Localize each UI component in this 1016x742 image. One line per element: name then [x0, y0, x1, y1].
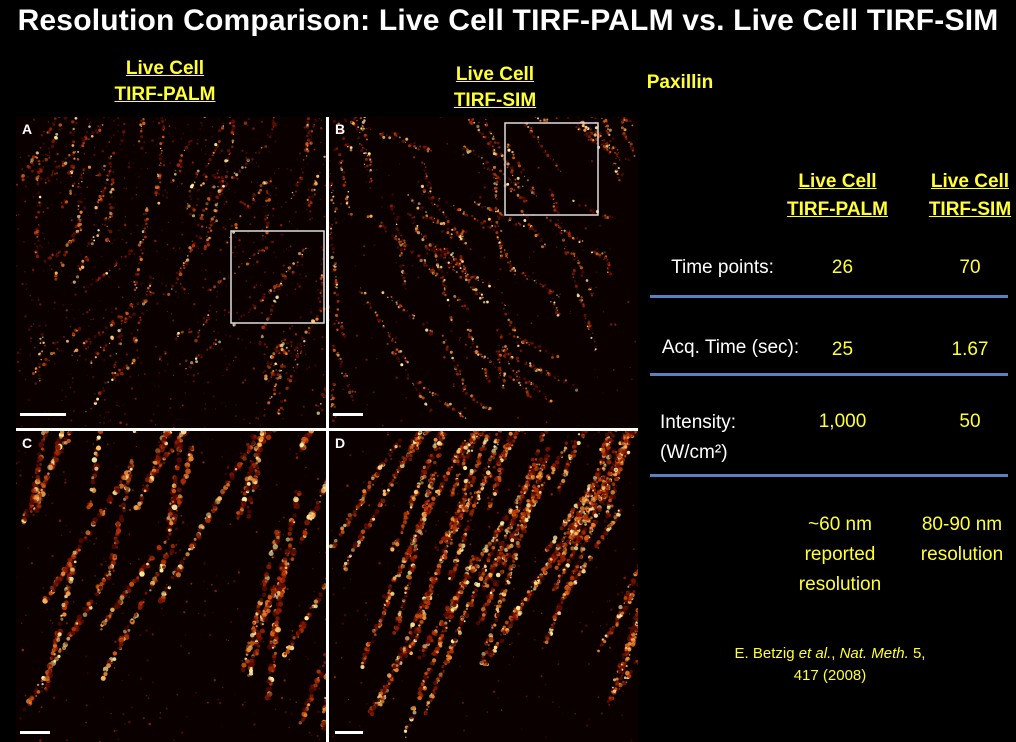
citation-separator: , [831, 645, 839, 662]
row-label-time-points: Time points: [650, 254, 795, 282]
panel-c-palm-zoom: C [16, 431, 326, 742]
palm-acq-time-value: 25 [810, 336, 875, 364]
sim-resolution-line2: resolution [908, 540, 1016, 570]
panel-b-label: B [335, 121, 345, 137]
panel-a-palm-image: A [16, 117, 326, 428]
table-header-palm: Live Cell TIRF-PALM [780, 168, 895, 224]
intensity-label-line2: (W/cm²) [660, 438, 770, 468]
palm-header-line1: Live Cell [110, 56, 220, 82]
palm-resolution-line1: ~60 nm [780, 510, 900, 540]
palm-column-header: Live Cell TIRF-PALM [110, 56, 220, 108]
table-header-sim-line2: TIRF-SIM [915, 196, 1016, 224]
citation-etal: et al. [799, 645, 832, 662]
palm-time-points-value: 26 [810, 254, 875, 282]
palm-intensity-value: 1,000 [805, 408, 880, 436]
sim-resolution-line1: 80-90 nm [908, 510, 1016, 540]
palm-resolution-line3: resolution [780, 570, 900, 600]
table-divider-1 [650, 295, 1008, 298]
citation-line1: E. Betzig et al., Nat. Meth. 5, [700, 643, 960, 665]
citation-authors: E. Betzig [735, 645, 799, 662]
sim-zoom-image [329, 431, 638, 742]
citation: E. Betzig et al., Nat. Meth. 5, 417 (200… [700, 643, 960, 687]
citation-journal: Nat. Meth. [840, 645, 909, 662]
sim-intensity-value: 50 [935, 408, 1005, 436]
panel-c-label: C [22, 435, 32, 451]
table-header-sim: Live Cell TIRF-SIM [915, 168, 1016, 224]
table-divider-2 [650, 373, 1008, 376]
palm-zoom-image [16, 431, 326, 742]
table-header-palm-line2: TIRF-PALM [780, 196, 895, 224]
palm-resolution-line2: reported [780, 540, 900, 570]
sim-resolution-note: 80-90 nm resolution [908, 510, 1016, 570]
panel-a-label: A [22, 121, 32, 137]
sim-time-points-value: 70 [935, 254, 1005, 282]
sim-column-header: Live Cell TIRF-SIM [440, 62, 550, 114]
row-label-intensity: Intensity: (W/cm²) [660, 408, 770, 468]
palm-header-line2: TIRF-PALM [110, 82, 220, 108]
palm-resolution-note: ~60 nm reported resolution [780, 510, 900, 600]
panel-d-label: D [335, 435, 345, 451]
slide-title: Resolution Comparison: Live Cell TIRF-PA… [0, 4, 1016, 38]
sim-header-line2: TIRF-SIM [440, 88, 550, 114]
citation-volume: 5, [909, 645, 926, 662]
sim-cell-image [329, 117, 638, 428]
panel-b-sim-image: B [329, 117, 638, 428]
table-header-sim-line1: Live Cell [915, 168, 1016, 196]
table-header-palm-line1: Live Cell [780, 168, 895, 196]
citation-line2: 417 (2008) [700, 665, 960, 687]
row-label-acq-time: Acq. Time (sec): [648, 334, 813, 362]
panel-d-sim-zoom: D [329, 431, 638, 742]
intensity-label-line1: Intensity: [660, 408, 770, 438]
sim-header-line1: Live Cell [440, 62, 550, 88]
sim-acq-time-value: 1.67 [935, 336, 1005, 364]
panel-divider-horizontal [16, 428, 638, 431]
table-divider-3 [650, 474, 1008, 477]
protein-label: Paxillin [630, 70, 730, 96]
palm-cell-image [16, 117, 326, 428]
